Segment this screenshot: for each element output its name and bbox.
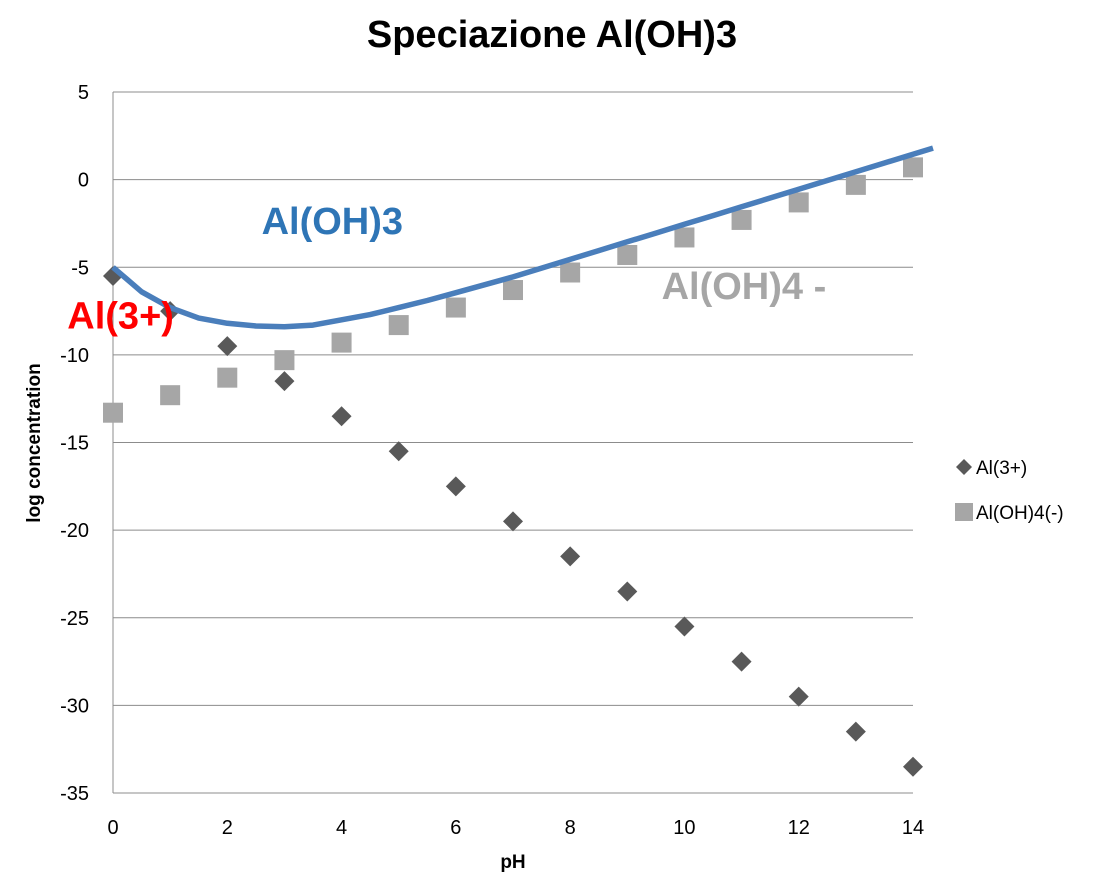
data-point-square [160,385,181,406]
y-tick-label: -5 [71,257,89,279]
legend-item: Al(3+) [956,458,1027,479]
y-tick-label: -30 [60,695,89,717]
data-point-diamond [331,406,352,427]
plot-area [103,145,934,777]
data-point-diamond [274,371,295,392]
data-point-square [788,192,809,213]
data-point-diamond [560,546,581,567]
x-tick-label: 0 [107,817,118,839]
x-tick-label: 8 [565,817,576,839]
annotation-label: Al(3+) [67,296,174,338]
data-point-square [217,367,238,388]
data-point-square [617,244,638,265]
data-point-square [503,280,523,301]
data-point-diamond [503,511,523,532]
x-tick-label: 10 [673,817,695,839]
data-point-square [731,209,752,230]
data-point-square [903,157,923,178]
y-tick-label: -35 [60,783,89,805]
data-point-diamond [731,651,752,672]
x-tick-labels: 0 2 4 6 8 10 12 14 [107,817,924,839]
data-point-square [674,227,695,248]
data-point-square [331,332,352,353]
data-point-diamond [217,336,238,357]
data-point-diamond [617,581,638,602]
y-tick-labels: 5 0 -5 -10 -15 -20 -25 -30 -35 [60,82,89,805]
data-point-diamond [388,441,409,462]
y-axis-label: log concentration [24,363,45,522]
x-tick-label: 6 [450,817,461,839]
data-point-diamond [674,616,695,637]
data-point-diamond [845,721,866,742]
legend-item: Al(OH)4(-) [955,503,1064,524]
data-point-square [103,402,123,423]
data-point-square [388,315,409,336]
data-point-diamond [903,756,923,777]
x-axis-label: pH [500,852,525,873]
data-point-diamond [788,686,809,707]
y-tick-label: -25 [60,608,89,630]
data-point-square [445,297,466,318]
legend-label: Al(3+) [976,458,1027,479]
legend: Al(3+) Al(OH)4(-) [955,458,1064,524]
x-tick-label: 4 [336,817,347,839]
y-tick-label: -15 [60,433,89,455]
x-tick-label: 2 [222,817,233,839]
legend-marker-square [955,503,973,521]
chart-title: Speciazione Al(OH)3 [367,14,737,56]
data-point-square [560,262,581,283]
y-tick-label: 0 [78,170,89,192]
y-tick-label: -10 [60,345,89,367]
data-point-diamond [445,476,466,497]
data-point-square [274,350,295,371]
annotations: Al(OH)3 Al(3+) Al(OH)4 - [67,201,826,338]
data-point-square [845,174,866,195]
y-tick-label: -20 [60,520,89,542]
legend-label: Al(OH)4(-) [976,503,1064,524]
annotation-label: Al(OH)3 [262,201,403,243]
annotation-label: Al(OH)4 - [662,266,827,308]
series-line [111,145,934,330]
y-tick-label: 5 [78,82,89,104]
x-tick-label: 14 [902,817,924,839]
x-tick-label: 12 [788,817,810,839]
legend-marker-diamond [956,459,972,475]
